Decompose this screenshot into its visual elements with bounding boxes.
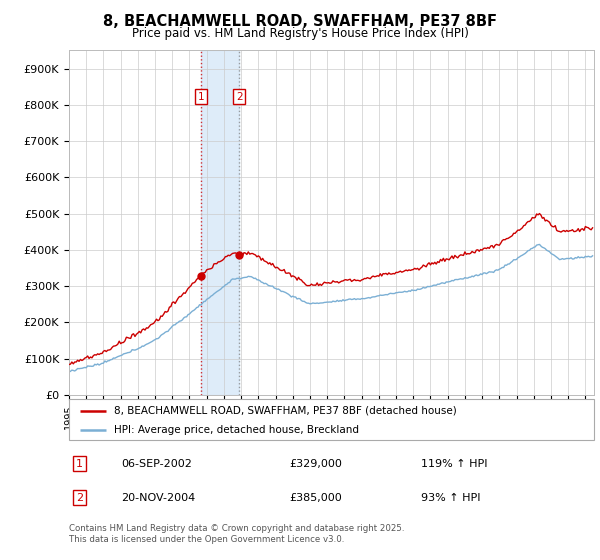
Text: Contains HM Land Registry data © Crown copyright and database right 2025.
This d: Contains HM Land Registry data © Crown c… [69,524,404,544]
Text: 20-NOV-2004: 20-NOV-2004 [121,493,196,502]
Text: £385,000: £385,000 [290,493,342,502]
Text: £329,000: £329,000 [290,459,343,469]
Text: 119% ↑ HPI: 119% ↑ HPI [421,459,487,469]
Text: 8, BEACHAMWELL ROAD, SWAFFHAM, PE37 8BF (detached house): 8, BEACHAMWELL ROAD, SWAFFHAM, PE37 8BF … [113,405,457,416]
Text: 1: 1 [198,92,205,102]
Text: Price paid vs. HM Land Registry's House Price Index (HPI): Price paid vs. HM Land Registry's House … [131,27,469,40]
Text: 06-SEP-2002: 06-SEP-2002 [121,459,193,469]
FancyBboxPatch shape [69,399,594,440]
Bar [201,50,239,395]
Text: 2: 2 [76,493,83,502]
Text: 1: 1 [76,459,83,469]
Text: 2: 2 [236,92,242,102]
Text: 93% ↑ HPI: 93% ↑ HPI [421,493,480,502]
Text: 8, BEACHAMWELL ROAD, SWAFFHAM, PE37 8BF: 8, BEACHAMWELL ROAD, SWAFFHAM, PE37 8BF [103,14,497,29]
Text: HPI: Average price, detached house, Breckland: HPI: Average price, detached house, Brec… [113,424,359,435]
